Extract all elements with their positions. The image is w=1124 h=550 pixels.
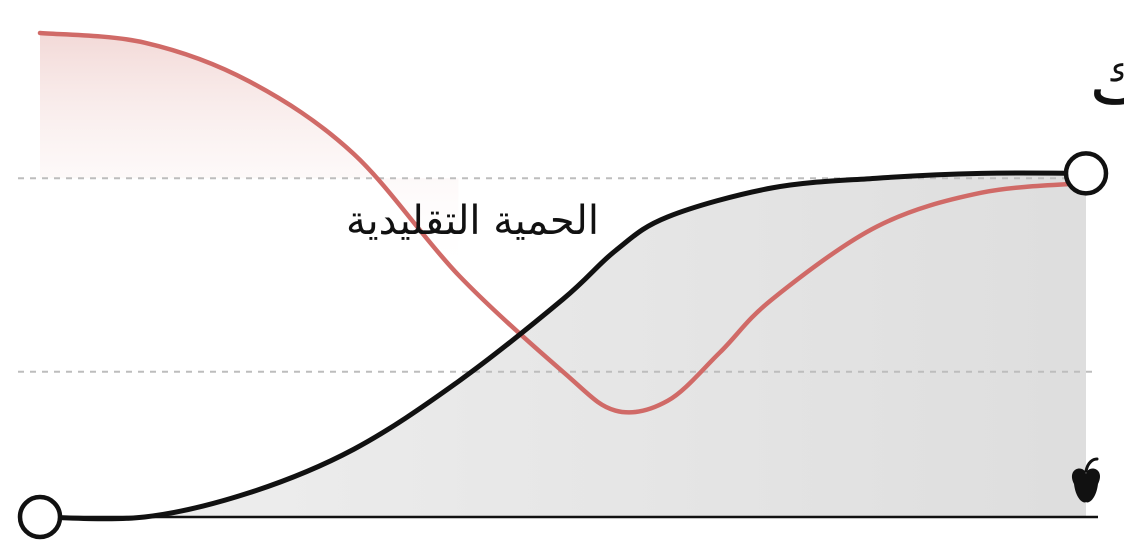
- apple-icon: [1071, 457, 1101, 503]
- series-black-line: [37, 170, 1089, 522]
- traditional-diet-label: الحمية التقليدية: [346, 198, 599, 244]
- series-red-line: [37, 30, 1089, 415]
- fill-layer: [40, 33, 1086, 519]
- apple-stem: [1084, 457, 1099, 473]
- end-marker: [1063, 151, 1109, 196]
- start-marker: [17, 494, 63, 540]
- apple-body: [1071, 468, 1101, 503]
- markers-layer: [17, 151, 1109, 540]
- series-layer: [37, 30, 1089, 522]
- your-weight-label: وزنك: [1089, 36, 1124, 121]
- series-red-fill: [40, 33, 459, 275]
